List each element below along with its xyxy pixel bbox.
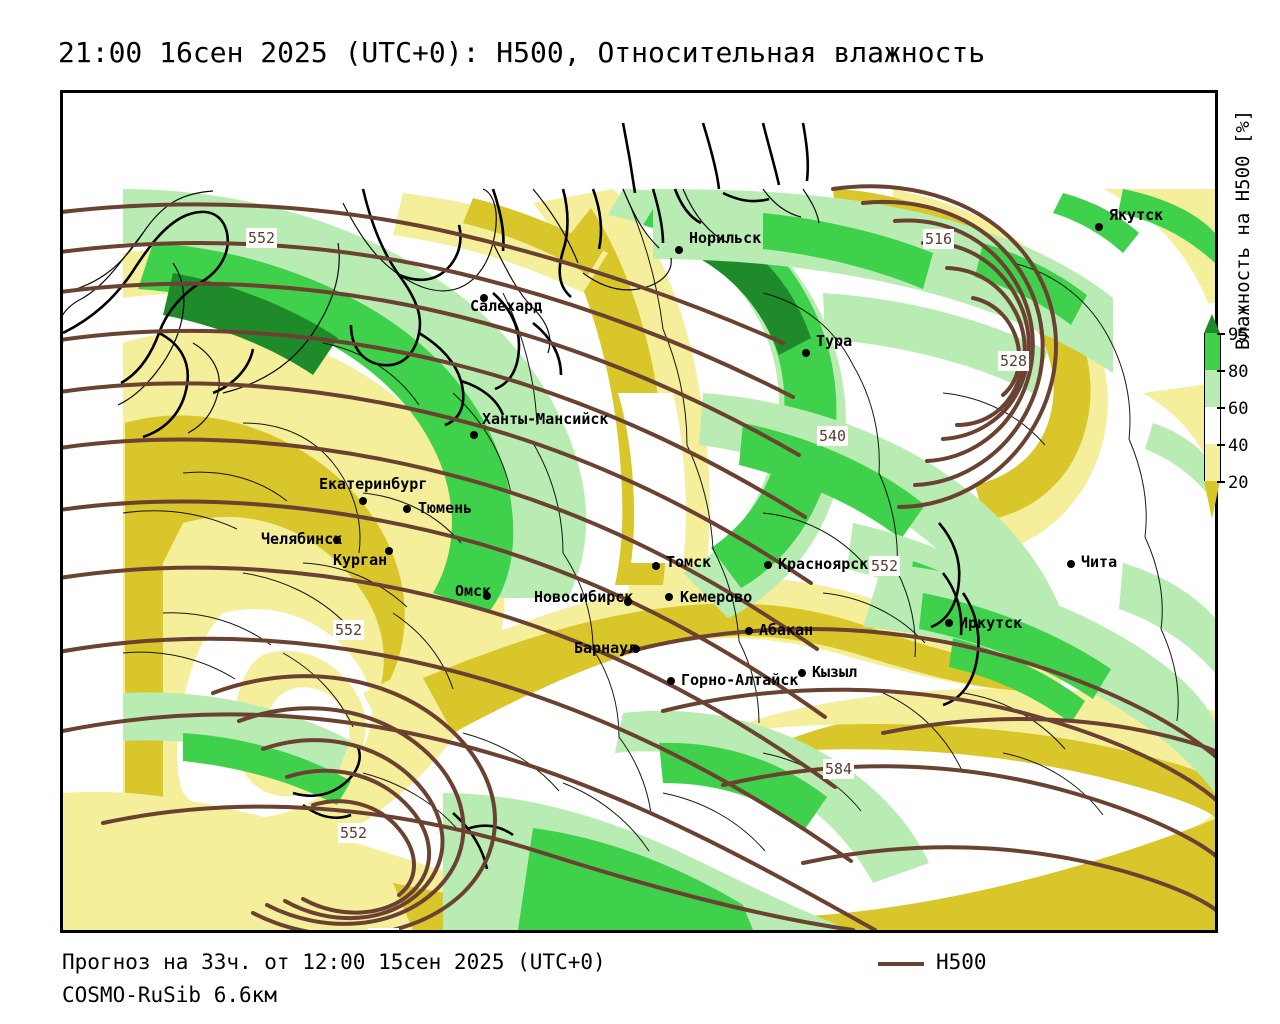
city-dot — [385, 547, 393, 555]
city-label: Тюмень — [418, 499, 473, 517]
isoline-label: 516 — [923, 229, 955, 249]
colorbar — [1204, 314, 1221, 519]
city-label: Норильск — [689, 229, 762, 247]
city-label: Омск — [455, 582, 492, 600]
city-dot — [632, 645, 640, 653]
city-label: Новосибирск — [534, 588, 634, 606]
city-dot — [652, 562, 660, 570]
colorbar-seg-80-95 — [1204, 333, 1221, 370]
city-label: Челябинск — [261, 530, 343, 548]
map-canvas — [63, 93, 1215, 930]
colorbar-tick-label: 95 — [1228, 325, 1249, 345]
colorbar-tick-label: 80 — [1228, 362, 1249, 382]
map-frame[interactable]: Якутск Норильск Салехард Тура Ханты-Мансийск… — [60, 90, 1218, 933]
colorbar-seg-60-80 — [1204, 370, 1221, 407]
city-dot — [480, 294, 488, 302]
page-title: 21:00 16сен 2025 (UTC+0): H500, Относите… — [58, 36, 986, 69]
city-label: Тура — [816, 332, 853, 350]
colorbar-tick-95: 95 — [1217, 325, 1279, 345]
isoline-label: 552 — [246, 228, 278, 248]
city-dot — [667, 677, 675, 685]
model-info-line: COSMO-RuSib 6.6км — [62, 983, 277, 1007]
isoline-label: 584 — [823, 759, 855, 779]
colorbar-seg-20-40 — [1204, 444, 1221, 481]
isoline-label: 552 — [338, 823, 370, 843]
city-label: Барнаул — [574, 639, 638, 657]
city-label: Екатеринбург — [319, 475, 428, 493]
city-dot — [470, 431, 478, 439]
isoline-label: 552 — [333, 620, 365, 640]
city-label: Кемерово — [680, 588, 753, 606]
city-dot — [624, 598, 632, 606]
colorbar-tick-label: 20 — [1228, 473, 1249, 493]
city-label: Кызыл — [812, 663, 858, 681]
city-label: Якутск — [1109, 206, 1164, 224]
city-dot — [1067, 560, 1075, 568]
colorbar-axis-label: Влажность на H500 [%] — [1232, 109, 1254, 350]
h500-legend-label: H500 — [936, 950, 987, 974]
city-dot — [483, 592, 491, 600]
city-dot — [745, 627, 753, 635]
city-dot — [798, 669, 806, 677]
city-label: Иркутск — [959, 614, 1023, 632]
city-label: Красноярск — [778, 555, 869, 573]
city-dot — [1095, 223, 1103, 231]
forecast-info-line: Прогноз на 33ч. от 12:00 15сен 2025 (UTC… — [62, 950, 606, 974]
h500-contours — [63, 184, 1215, 930]
city-dot — [675, 246, 683, 254]
city-label: Курган — [333, 551, 388, 569]
colorbar-seg-40-60 — [1204, 407, 1221, 444]
colorbar-tick-40: 40 — [1217, 436, 1279, 456]
isoline-label: 584 — [368, 928, 400, 930]
colorbar-ticks: 95 80 60 40 20 — [1217, 318, 1280, 548]
colorbar-arrow-bottom — [1204, 481, 1220, 519]
colorbar-tick-60: 60 — [1217, 399, 1279, 419]
h500-legend-line — [878, 962, 924, 966]
colorbar-tick-label: 40 — [1228, 436, 1249, 456]
isoline-label: 540 — [817, 426, 849, 446]
isoline-label: 552 — [869, 556, 901, 576]
colorbar-tick-80: 80 — [1217, 362, 1279, 382]
city-dot — [333, 536, 341, 544]
city-label: Ханты-Мансийск — [482, 410, 609, 428]
city-dot — [403, 505, 411, 513]
city-dot — [359, 497, 367, 505]
isoline-label: 528 — [998, 351, 1030, 371]
legend: H500 — [878, 950, 1098, 978]
colorbar-tick-20: 20 — [1217, 473, 1279, 493]
colorbar-arrow-top — [1204, 314, 1220, 333]
city-dot — [945, 619, 953, 627]
city-dot — [665, 593, 673, 601]
city-label: Горно-Алтайск — [681, 671, 799, 689]
map-region-borders — [122, 188, 1179, 852]
city-label: Салехард — [470, 297, 543, 315]
city-label: Чита — [1081, 553, 1118, 571]
city-label: Абакан — [759, 621, 814, 639]
city-dot — [802, 349, 810, 357]
city-dot — [764, 561, 772, 569]
city-label: Томск — [666, 553, 712, 571]
colorbar-tick-label: 60 — [1228, 399, 1249, 419]
